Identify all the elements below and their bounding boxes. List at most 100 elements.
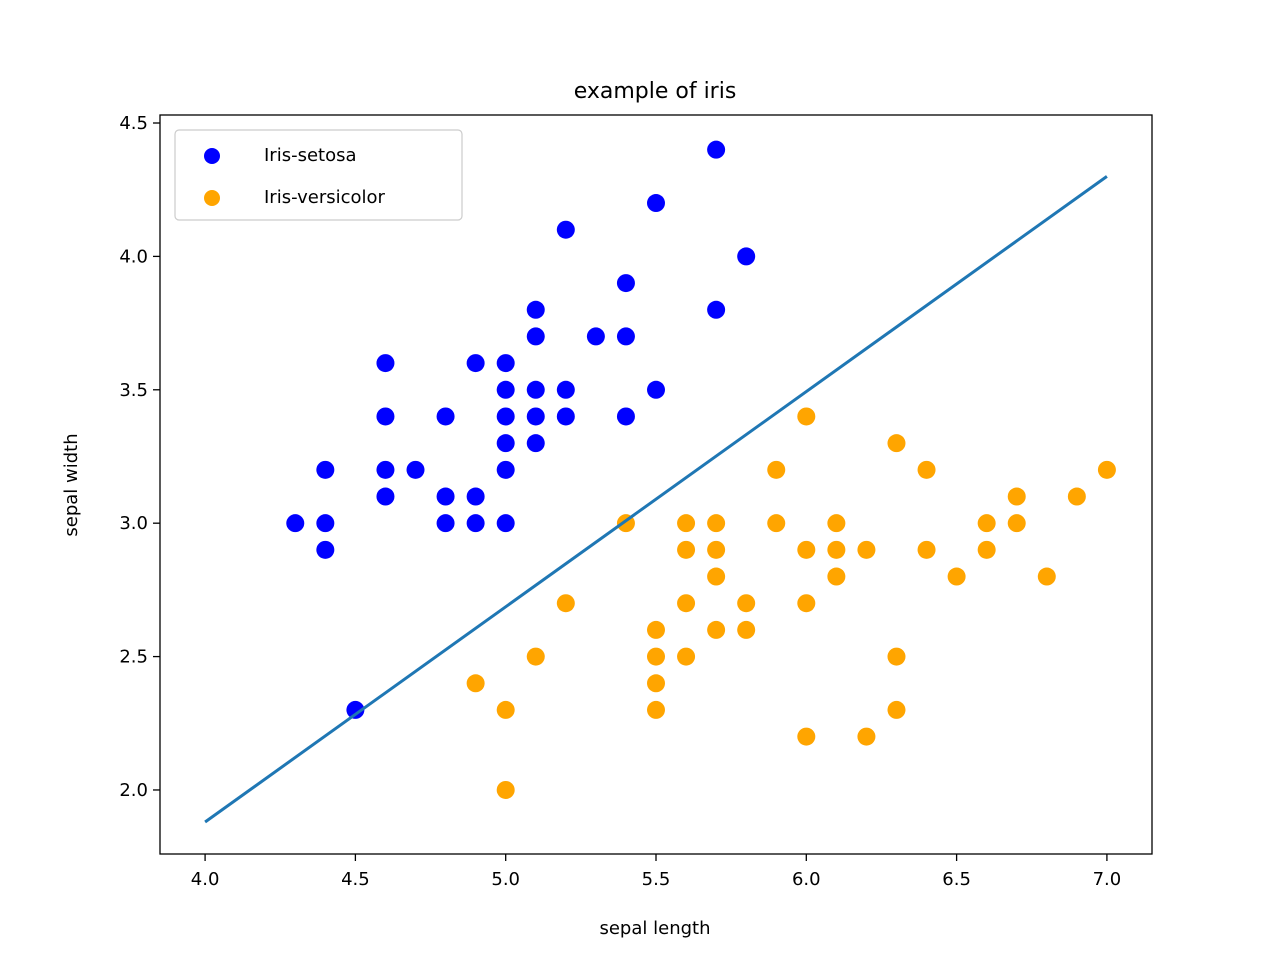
data-point-iris-setosa [436,487,455,506]
data-point-iris-setosa [496,434,515,453]
x-tick-label: 5.0 [491,869,520,890]
data-point-iris-setosa [286,514,305,533]
y-tick-label: 3.0 [119,513,148,534]
data-point-iris-versicolor [496,780,515,799]
data-point-iris-versicolor [1067,487,1086,506]
y-tick-label: 2.0 [119,780,148,801]
data-point-iris-setosa [346,700,365,719]
data-point-iris-versicolor [707,514,726,533]
data-point-iris-versicolor [827,540,846,559]
data-point-iris-versicolor [887,434,906,453]
data-point-iris-setosa [647,380,665,399]
x-axis-label: sepal length [599,918,710,939]
data-point-iris-versicolor [707,540,726,559]
data-point-iris-setosa [466,354,485,373]
data-point-iris-versicolor [797,594,816,613]
data-point-iris-setosa [496,514,515,533]
data-point-iris-setosa [556,220,575,239]
legend-label-iris-versicolor: Iris-versicolor [264,187,386,208]
data-marks [286,140,1116,799]
data-point-iris-versicolor [827,567,846,586]
data-point-iris-versicolor [737,594,756,613]
data-point-iris-setosa [466,514,485,533]
x-axis-ticks: 4.0 4.5 5.0 5.5 6.0 6.5 7.0 [191,854,1121,890]
legend-marker-iris-versicolor [204,190,220,206]
data-point-iris-versicolor [707,620,726,639]
decision-boundary-line [204,175,1108,824]
data-point-iris-versicolor [977,514,996,533]
data-point-iris-versicolor [647,700,665,719]
data-point-iris-setosa [316,514,335,533]
data-point-iris-versicolor [647,620,665,639]
data-point-iris-setosa [376,487,395,506]
data-point-iris-versicolor [917,460,936,479]
data-point-iris-setosa [556,407,575,426]
data-point-iris-versicolor [556,594,575,613]
x-tick-label: 5.5 [642,869,671,890]
data-point-iris-versicolor [677,514,696,533]
data-point-iris-setosa [616,274,635,293]
data-point-iris-setosa [496,354,515,373]
data-point-iris-setosa [406,460,425,479]
data-point-iris-versicolor [677,594,696,613]
x-tick-label: 6.5 [942,869,971,890]
data-point-iris-versicolor [797,540,816,559]
data-point-iris-versicolor [917,540,936,559]
data-point-iris-setosa [316,460,335,479]
data-point-iris-versicolor [647,674,665,693]
data-point-iris-setosa [616,327,635,346]
data-point-iris-versicolor [947,567,966,586]
legend-label-iris-setosa: Iris-setosa [264,145,357,166]
data-point-iris-setosa [737,247,756,266]
data-point-iris-versicolor [857,727,876,746]
legend-box [174,129,463,221]
y-tick-label: 3.5 [119,380,148,401]
data-point-iris-versicolor [827,514,846,533]
data-point-iris-versicolor [526,647,545,666]
data-point-iris-versicolor [466,674,485,693]
data-point-iris-versicolor [677,540,696,559]
y-axis-ticks: 2.0 2.5 3.0 3.5 4.0 4.5 [119,113,160,801]
data-point-iris-setosa [526,407,545,426]
legend: Iris-setosa Iris-versicolor [174,129,463,221]
data-point-iris-setosa [647,194,665,213]
data-point-iris-setosa [556,380,575,399]
plot-area-background [160,115,1152,854]
data-point-iris-setosa [376,460,395,479]
data-point-iris-setosa [526,434,545,453]
data-point-iris-setosa [436,407,455,426]
data-point-iris-setosa [526,380,545,399]
y-tick-label: 2.5 [119,647,148,668]
x-tick-label: 7.0 [1093,869,1122,890]
x-tick-label: 6.0 [792,869,821,890]
data-point-iris-setosa [376,354,395,373]
x-tick-label: 4.5 [341,869,370,890]
data-point-iris-versicolor [677,647,696,666]
data-point-iris-versicolor [797,727,816,746]
data-point-iris-versicolor [887,700,906,719]
data-point-iris-versicolor [857,540,876,559]
data-point-iris-setosa [376,407,395,426]
data-point-iris-versicolor [1007,514,1026,533]
data-point-iris-versicolor [767,514,786,533]
data-point-iris-setosa [436,514,455,533]
data-point-iris-versicolor [647,647,665,666]
chart-title: example of iris [574,79,737,104]
data-point-iris-versicolor [496,700,515,719]
data-point-iris-versicolor [797,407,816,426]
data-point-iris-setosa [496,460,515,479]
data-point-iris-versicolor [887,647,906,666]
data-point-iris-setosa [526,300,545,319]
data-point-iris-setosa [466,487,485,506]
data-point-iris-versicolor [707,567,726,586]
y-tick-label: 4.5 [119,113,148,134]
y-axis-label: sepal width [61,433,82,536]
data-point-iris-versicolor [767,460,786,479]
data-point-iris-setosa [707,300,726,319]
data-point-iris-setosa [586,327,605,346]
data-point-iris-versicolor [1007,487,1026,506]
data-point-iris-versicolor [977,540,996,559]
data-point-iris-versicolor [737,620,756,639]
